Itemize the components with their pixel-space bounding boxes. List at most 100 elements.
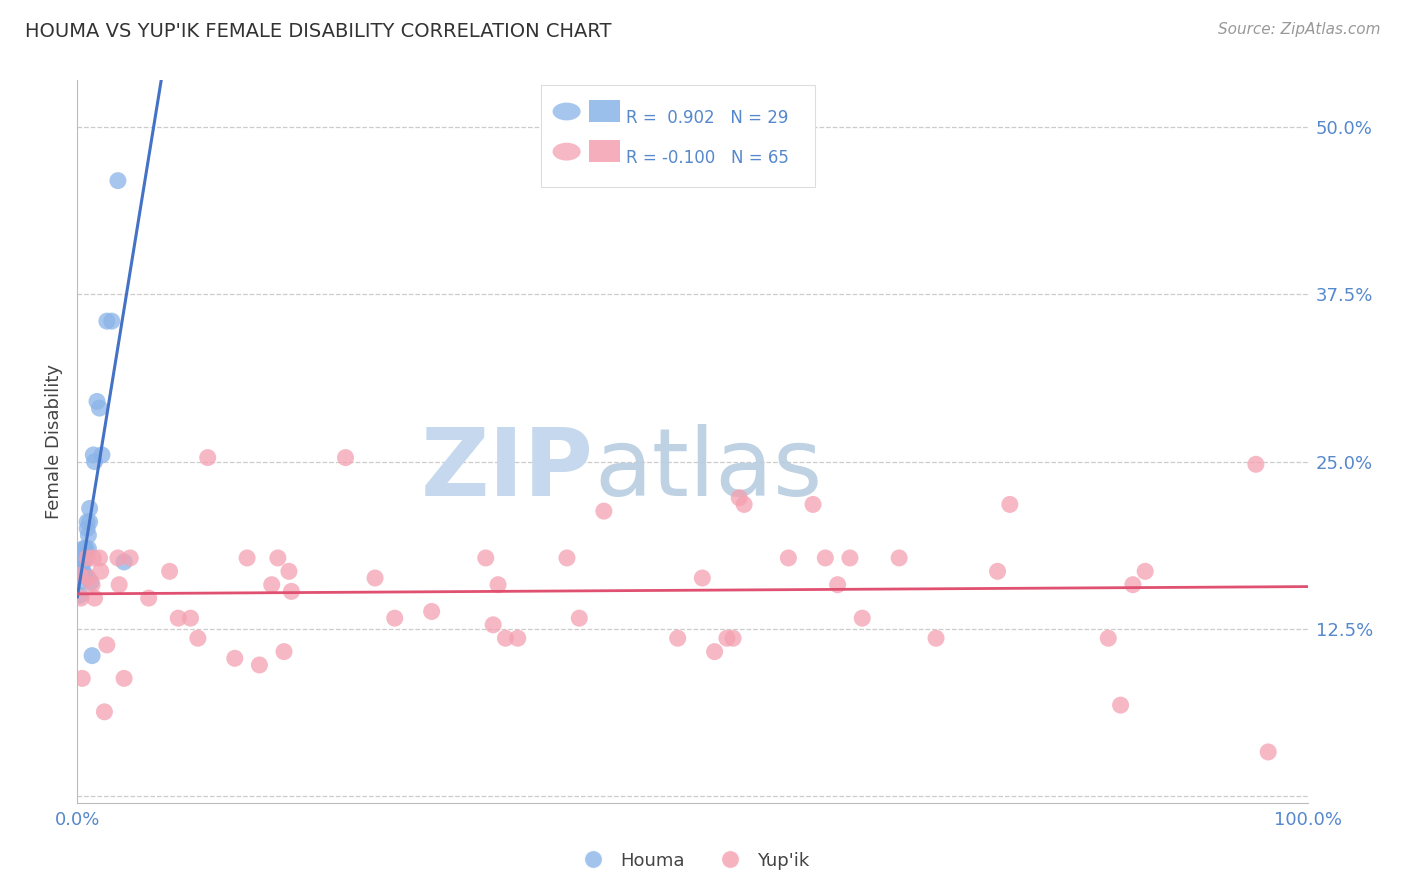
Point bbox=[73, 568, 96, 582]
Point bbox=[86, 394, 108, 409]
Point bbox=[733, 498, 755, 512]
Point bbox=[93, 705, 115, 719]
Point bbox=[82, 551, 104, 566]
Point bbox=[83, 591, 105, 606]
Point bbox=[249, 658, 271, 673]
Point bbox=[495, 632, 517, 646]
Point bbox=[1244, 457, 1267, 471]
Point bbox=[278, 565, 301, 579]
Point bbox=[72, 555, 94, 569]
Y-axis label: Female Disability: Female Disability bbox=[45, 364, 63, 519]
Point bbox=[1257, 745, 1279, 759]
Point bbox=[839, 551, 862, 566]
Point bbox=[120, 551, 142, 566]
Legend: Houma, Yup'ik: Houma, Yup'ik bbox=[568, 845, 817, 877]
Point bbox=[167, 611, 190, 625]
Point bbox=[1135, 565, 1157, 579]
Point bbox=[721, 632, 744, 646]
Point bbox=[801, 498, 824, 512]
Point bbox=[77, 541, 100, 556]
Point bbox=[267, 551, 290, 566]
Point bbox=[96, 314, 118, 328]
Point bbox=[555, 551, 578, 566]
Point bbox=[69, 568, 91, 582]
Point bbox=[73, 541, 96, 556]
Point bbox=[420, 605, 443, 619]
Point bbox=[79, 501, 101, 516]
Point bbox=[90, 448, 114, 462]
Point bbox=[716, 632, 738, 646]
Point bbox=[364, 571, 387, 585]
Point bbox=[475, 551, 498, 566]
Point bbox=[197, 450, 219, 465]
Point bbox=[82, 578, 104, 592]
Point bbox=[889, 551, 911, 566]
Point bbox=[107, 173, 129, 188]
Text: HOUMA VS YUP'IK FEMALE DISABILITY CORRELATION CHART: HOUMA VS YUP'IK FEMALE DISABILITY CORREL… bbox=[25, 22, 612, 41]
Point bbox=[75, 541, 97, 556]
Point bbox=[827, 578, 849, 592]
Text: Source: ZipAtlas.com: Source: ZipAtlas.com bbox=[1218, 22, 1381, 37]
Point bbox=[187, 632, 209, 646]
Point bbox=[486, 578, 509, 592]
Point bbox=[482, 617, 505, 632]
Point bbox=[703, 644, 725, 658]
Point bbox=[568, 611, 591, 625]
Point bbox=[75, 568, 97, 582]
Point bbox=[998, 498, 1021, 512]
Point bbox=[108, 578, 131, 592]
Point bbox=[236, 551, 259, 566]
Point bbox=[77, 571, 100, 585]
Point bbox=[90, 565, 112, 579]
Point bbox=[814, 551, 837, 566]
Text: atlas: atlas bbox=[595, 425, 823, 516]
Point bbox=[96, 638, 118, 652]
Point bbox=[70, 555, 93, 569]
Point bbox=[70, 562, 93, 576]
Point bbox=[260, 578, 283, 592]
Point bbox=[506, 632, 529, 646]
Point bbox=[1109, 698, 1132, 712]
Point bbox=[101, 314, 124, 328]
Point bbox=[69, 589, 91, 603]
Point bbox=[778, 551, 800, 566]
Point bbox=[851, 611, 873, 625]
Point bbox=[280, 584, 302, 599]
Point bbox=[82, 448, 104, 462]
Point bbox=[987, 565, 1010, 579]
Point bbox=[76, 515, 98, 529]
Point bbox=[70, 568, 93, 582]
Point bbox=[89, 401, 111, 416]
Point bbox=[107, 551, 129, 566]
Point bbox=[70, 591, 93, 606]
Point bbox=[76, 521, 98, 535]
Point bbox=[666, 632, 689, 646]
Point bbox=[89, 551, 111, 566]
Point bbox=[70, 555, 93, 569]
Point bbox=[79, 515, 101, 529]
Point bbox=[384, 611, 406, 625]
Point bbox=[82, 648, 104, 663]
Point bbox=[138, 591, 160, 606]
Point bbox=[224, 651, 246, 665]
Point bbox=[728, 491, 751, 505]
Point bbox=[273, 644, 295, 658]
Point bbox=[83, 455, 105, 469]
Point bbox=[925, 632, 948, 646]
Point bbox=[593, 504, 616, 518]
Point bbox=[69, 575, 91, 590]
Point bbox=[112, 672, 135, 686]
Text: R = -0.100   N = 65: R = -0.100 N = 65 bbox=[626, 149, 789, 167]
Point bbox=[80, 575, 103, 590]
Text: ZIP: ZIP bbox=[422, 425, 595, 516]
Point bbox=[76, 551, 98, 566]
Point bbox=[692, 571, 714, 585]
Point bbox=[1122, 578, 1144, 592]
Point bbox=[72, 541, 94, 556]
Point bbox=[112, 555, 135, 569]
Text: R =  0.902   N = 29: R = 0.902 N = 29 bbox=[626, 109, 787, 127]
Point bbox=[70, 672, 93, 686]
Point bbox=[335, 450, 357, 465]
Point bbox=[77, 528, 100, 542]
Point bbox=[1097, 632, 1119, 646]
